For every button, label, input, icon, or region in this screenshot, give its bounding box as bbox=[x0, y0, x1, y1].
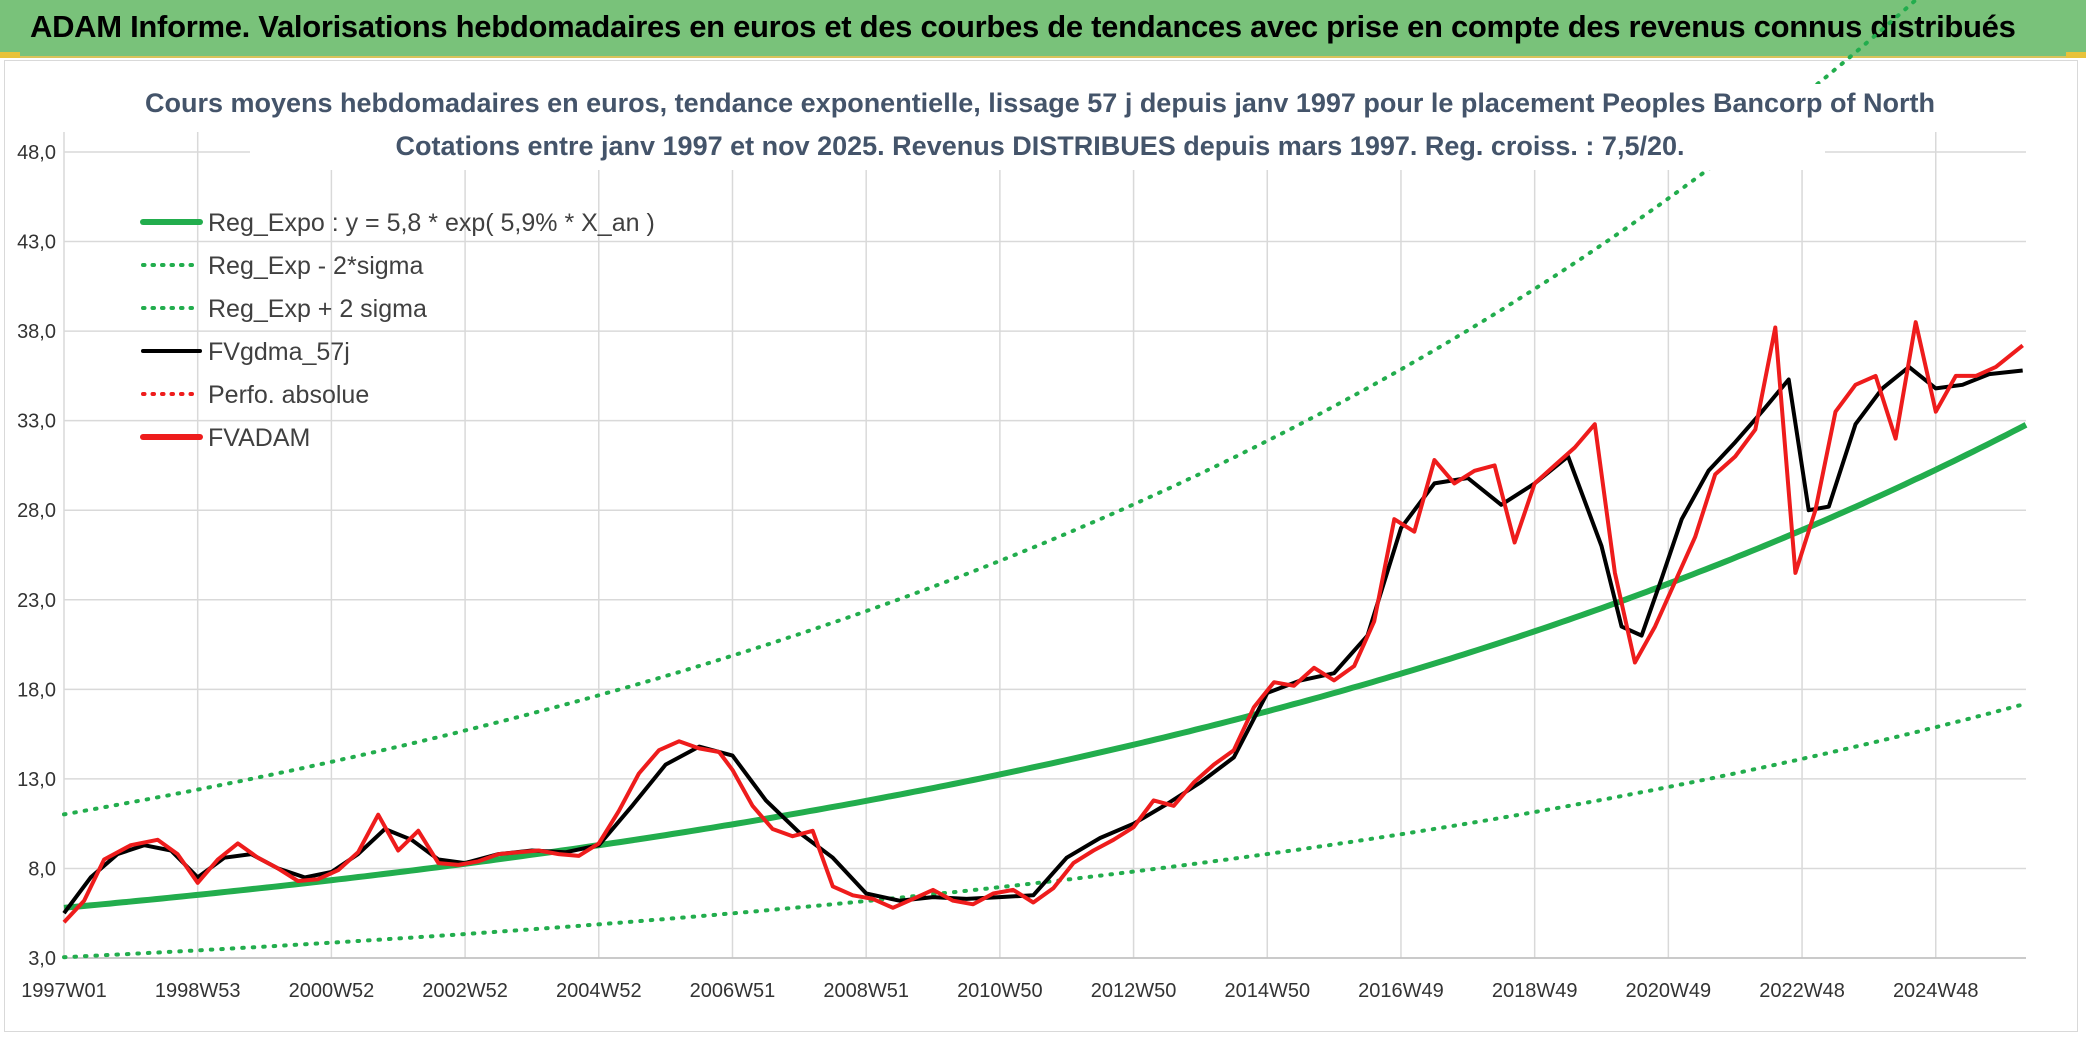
report-title: ADAM Informe. Valorisations hebdomadaire… bbox=[30, 9, 2016, 44]
x-tick-label: 2014W50 bbox=[1224, 980, 1310, 1002]
x-tick-label: 2018W49 bbox=[1492, 980, 1578, 1002]
x-tick-label: 2008W51 bbox=[823, 980, 909, 1002]
trend-upper-line bbox=[62, 0, 1919, 817]
x-tick-label: 2002W52 bbox=[422, 980, 508, 1002]
price-line bbox=[62, 320, 2024, 924]
x-tick-label: 2010W50 bbox=[957, 980, 1043, 1002]
trend-lower-line bbox=[62, 701, 2028, 960]
legend-label: FVgdma_57j bbox=[208, 338, 350, 366]
legend: Reg_Expo : y = 5,8 * exp( 5,9% * X_an ) R… bbox=[140, 209, 655, 452]
x-tick-label: 2020W49 bbox=[1626, 980, 1712, 1002]
smooth-line bbox=[62, 364, 2023, 915]
y-tick-label: 33,0 bbox=[17, 411, 56, 433]
x-tick-label: 2004W52 bbox=[556, 980, 642, 1002]
legend-label: Reg_Exp + 2 sigma bbox=[208, 295, 427, 323]
y-tick-label: 38,0 bbox=[17, 321, 56, 343]
trend-line bbox=[63, 422, 2028, 911]
y-tick-label: 18,0 bbox=[17, 679, 56, 701]
plot-lines bbox=[62, 0, 2028, 960]
y-tick-label: 13,0 bbox=[17, 769, 56, 791]
corner-mark-left bbox=[0, 52, 20, 58]
y-tick-label: 23,0 bbox=[17, 590, 56, 612]
x-tick-label: 2000W52 bbox=[289, 980, 375, 1002]
x-tick-label: 1998W53 bbox=[155, 980, 241, 1002]
chart-title-box bbox=[250, 84, 1825, 170]
y-axis: 3,0 8,0 13,0 18,0 23,0 28,0 33,0 38,0 43,0 48,0 bbox=[17, 142, 56, 970]
corner-mark-right bbox=[2066, 52, 2086, 58]
x-tick-label: 2016W49 bbox=[1358, 980, 1444, 1002]
x-tick-label: 2022W48 bbox=[1759, 980, 1845, 1002]
y-tick-label: 48,0 bbox=[17, 142, 56, 164]
x-tick-label: 2024W48 bbox=[1893, 980, 1979, 1002]
x-tick-label: 1997W01 bbox=[21, 980, 107, 1002]
report-header: ADAM Informe. Valorisations hebdomadaire… bbox=[0, 0, 2086, 58]
y-tick-label: 8,0 bbox=[28, 858, 56, 880]
chart-title-line2: Cotations entre janv 1997 et nov 2025. R… bbox=[395, 131, 1684, 161]
x-axis: 1997W01 1998W53 2000W52 2002W52 2004W52 2006W… bbox=[21, 980, 1978, 1002]
y-tick-label: 28,0 bbox=[17, 500, 56, 522]
x-tick-label: 2006W51 bbox=[690, 980, 776, 1002]
x-tick-label: 2012W50 bbox=[1091, 980, 1177, 1002]
legend-label: FVADAM bbox=[208, 424, 310, 452]
legend-label: Perfo. absolue bbox=[208, 381, 369, 409]
y-tick-label: 3,0 bbox=[28, 948, 56, 970]
legend-label: Reg_Exp - 2*sigma bbox=[208, 252, 423, 280]
y-tick-label: 43,0 bbox=[17, 232, 56, 254]
legend-label: Reg_Expo : y = 5,8 * exp( 5,9% * X_an ) bbox=[208, 209, 655, 237]
chart-frame bbox=[4, 60, 2078, 1032]
chart-title-line1: Cours moyens hebdomadaires en euros, ten… bbox=[145, 88, 1935, 118]
